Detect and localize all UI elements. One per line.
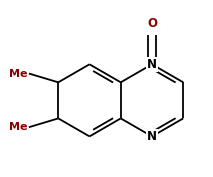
Text: Me: Me [9,122,28,132]
Text: N: N [147,58,157,71]
Text: Me: Me [9,68,28,79]
Text: N: N [147,130,157,143]
Text: O: O [147,17,157,30]
